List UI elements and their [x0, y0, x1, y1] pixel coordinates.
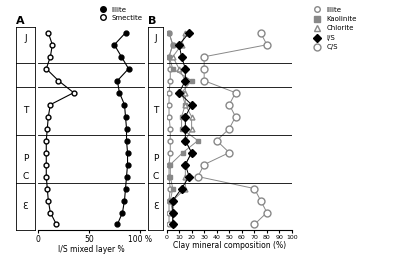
Text: A: A — [16, 16, 25, 26]
Text: T: T — [153, 106, 158, 115]
Legend: Illite, Smectite: Illite, Smectite — [95, 6, 144, 21]
Text: T: T — [23, 106, 28, 115]
Text: Ɛ: Ɛ — [23, 202, 28, 211]
Text: P: P — [153, 154, 158, 163]
X-axis label: Clay mineral composition (%): Clay mineral composition (%) — [173, 241, 286, 250]
Text: C: C — [152, 172, 159, 181]
Text: Ɛ: Ɛ — [153, 202, 158, 211]
Text: P: P — [23, 154, 28, 163]
Text: B: B — [148, 16, 156, 26]
Text: J: J — [154, 34, 157, 43]
X-axis label: I/S mixed layer %: I/S mixed layer % — [58, 245, 125, 254]
Text: C: C — [22, 172, 28, 181]
Legend: Illite, Kaolinite, Chlorite, I/S, C/S: Illite, Kaolinite, Chlorite, I/S, C/S — [310, 6, 358, 51]
Text: J: J — [24, 34, 27, 43]
